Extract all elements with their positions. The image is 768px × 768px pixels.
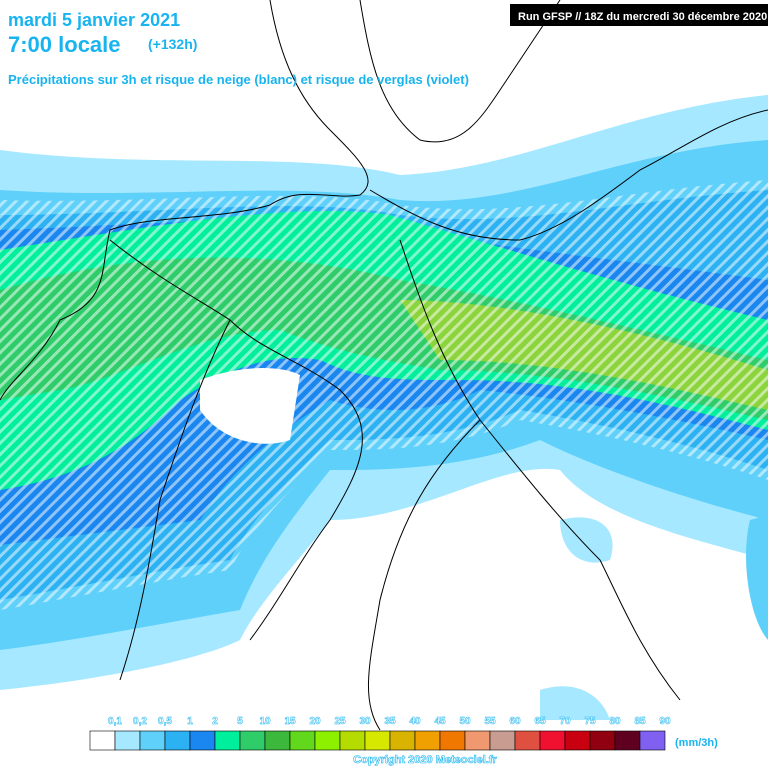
- legend-swatch: [189, 730, 216, 751]
- legend-swatch: [239, 730, 266, 751]
- legend-label: 1: [187, 716, 193, 727]
- legend-swatch: [389, 730, 416, 751]
- legend-label: 0,5: [158, 716, 172, 727]
- legend-swatch: [639, 730, 666, 751]
- legend-swatch: [289, 730, 316, 751]
- legend-label: 85: [634, 716, 646, 727]
- legend-label: 2: [212, 716, 218, 727]
- run-box: [510, 4, 768, 26]
- legend-label: 10: [259, 716, 271, 727]
- legend-label: 5: [237, 716, 243, 727]
- legend-swatch: [489, 730, 516, 751]
- legend: 0,1 0,2 0,5 1 2 5 10 15 20 25 30 35 40 45 50 55 60 65 70 75…: [89, 716, 671, 751]
- legend-swatch: [539, 730, 566, 751]
- legend-unit: (mm/3h): [675, 737, 718, 749]
- time: 7:00 locale: [8, 32, 121, 57]
- legend-swatch: [339, 730, 366, 751]
- legend-label: 90: [659, 716, 671, 727]
- legend-swatch: [114, 730, 141, 751]
- lead-time: (+132h): [148, 36, 197, 52]
- legend-label: 80: [609, 716, 621, 727]
- legend-swatch: [264, 730, 291, 751]
- legend-label: 25: [334, 716, 346, 727]
- legend-swatch: [164, 730, 191, 751]
- legend-swatch: [614, 730, 641, 751]
- legend-label: 40: [409, 716, 421, 727]
- coastlines-borders: [0, 0, 768, 731]
- legend-label: 60: [509, 716, 521, 727]
- legend-label: 35: [384, 716, 396, 727]
- legend-label: 50: [459, 716, 471, 727]
- legend-swatch: [414, 730, 441, 751]
- subtitle: Précipitations sur 3h et risque de neige…: [8, 72, 469, 87]
- legend-label: 0,2: [133, 716, 147, 727]
- legend-label: 0,1: [108, 716, 122, 727]
- legend-swatch: [139, 730, 166, 751]
- legend-swatch: [589, 730, 616, 751]
- legend-label: 75: [584, 716, 596, 727]
- legend-label: 15: [284, 716, 296, 727]
- legend-swatch: [314, 730, 341, 751]
- legend-swatch: [364, 730, 391, 751]
- run-info: Run GFSP // 18Z du mercredi 30 décembre …: [518, 11, 767, 23]
- legend-swatch: [89, 730, 116, 751]
- legend-swatch: [439, 730, 466, 751]
- legend-swatch: [464, 730, 491, 751]
- legend-label: 45: [434, 716, 446, 727]
- precipitation: [0, 95, 768, 720]
- copyright: Copyright 2020 Meteociel.fr: [353, 754, 497, 766]
- date: mardi 5 janvier 2021: [8, 10, 180, 30]
- legend-swatch: [514, 730, 541, 751]
- legend-label: 65: [534, 716, 546, 727]
- legend-swatch: [564, 730, 591, 751]
- legend-label: 30: [359, 716, 371, 727]
- legend-label: 20: [309, 716, 321, 727]
- legend-swatch: [214, 730, 241, 751]
- legend-label: 70: [559, 716, 571, 727]
- legend-label: 55: [484, 716, 496, 727]
